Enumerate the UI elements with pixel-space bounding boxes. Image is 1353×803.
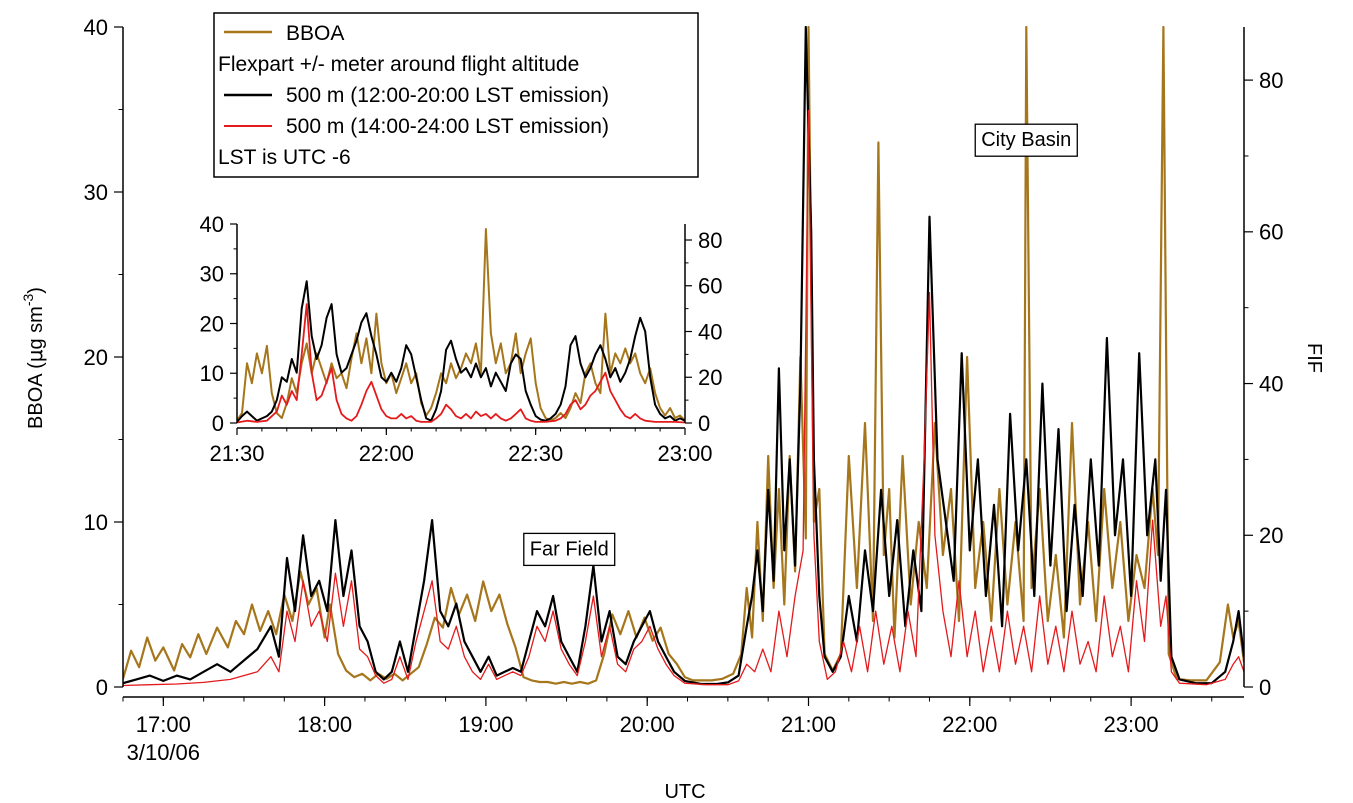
main-x-tick-label: 23:00 (1104, 712, 1159, 737)
legend-label-bboa: BBOA (286, 22, 344, 45)
inset-axes-layer: 0 10 20 30 40 0 20 40 60 80 21:30 22:00 22:30 23:00 (200, 212, 723, 466)
inset-y-tick-label: 20 (200, 311, 224, 336)
legend-label-black: 500 m (12:00-20:00 LST emission) (286, 84, 609, 107)
inset-y2-tick-label: 0 (698, 411, 710, 436)
inset-y2-tick-label: 60 (698, 274, 722, 299)
main-series-line-bboa (123, 26, 1244, 685)
inset-x-tick-label: 23:00 (657, 441, 712, 466)
main-y-tick-label: 0 (96, 675, 108, 700)
legend: BBOA Flexpart +/- meter around flight al… (213, 12, 699, 178)
main-x-tick-label: 21:00 (781, 712, 836, 737)
main-series-layer (123, 26, 1244, 687)
main-y-tick-label: 20 (84, 345, 108, 370)
inset-y-tick-label: 0 (212, 411, 224, 436)
inset-series-line-black (237, 280, 685, 423)
y2-axis-title: FIF (1303, 343, 1325, 373)
main-x-tick-label: 19:00 (458, 712, 513, 737)
main-chart: 0 10 20 30 40 0 20 40 60 80 17:00 3/10/06 18:00 19:00… (20, 15, 1325, 803)
main-x-date-label: 3/10/06 (127, 740, 200, 765)
main-y-tick-label: 40 (84, 15, 108, 40)
main-x-tick-label: 17:00 (136, 712, 191, 737)
main-series-line-red (123, 109, 1244, 687)
main-y2-tick-label: 40 (1259, 371, 1283, 396)
annotation-box (974, 123, 1078, 157)
main-x-tick-label: 20:00 (620, 712, 675, 737)
main-axes-layer: 0 10 20 30 40 0 20 40 60 80 17:00 3/10/06 18:00 19:00… (20, 15, 1325, 803)
annotation-label: Far Field (530, 538, 609, 560)
main-series-line-black (123, 26, 1244, 686)
y-axis-title: BBOA (μg sm-3) (20, 287, 47, 429)
main-y2-tick-label: 60 (1259, 220, 1283, 245)
main-y-tick-label: 30 (84, 180, 108, 205)
main-x-tick-label: 22:00 (942, 712, 997, 737)
inset-y-tick-label: 30 (200, 262, 224, 287)
annotations-layer: Far Field City Basin (523, 123, 1078, 567)
inset-y2-tick-label: 20 (698, 365, 722, 390)
inset-x-tick-label: 22:00 (359, 441, 414, 466)
inset-chart: 0 10 20 30 40 0 20 40 60 80 21:30 22:00 22:30 23:00 (200, 212, 723, 466)
main-y2-tick-label: 20 (1259, 523, 1283, 548)
inset-y-tick-label: 40 (200, 212, 224, 237)
inset-series-layer (237, 228, 685, 424)
annotation-box (523, 532, 616, 567)
main-y2-tick-label: 0 (1259, 675, 1271, 700)
inset-y2-tick-label: 80 (698, 228, 722, 253)
inset-x-tick-label: 21:30 (209, 441, 264, 466)
annotation-label: City Basin (981, 129, 1071, 151)
inset-y2-tick-label: 40 (698, 319, 722, 344)
annotation-city-basin: City Basin (974, 123, 1078, 157)
inset-x-tick-label: 22:30 (508, 441, 563, 466)
legend-heading: Flexpart +/- meter around flight altitud… (218, 53, 579, 76)
inset-y-tick-label: 10 (200, 361, 224, 386)
legend-box (213, 12, 699, 178)
main-y-tick-label: 10 (84, 510, 108, 535)
inset-series-line-red (237, 303, 685, 424)
legend-label-red: 500 m (14:00-24:00 LST emission) (286, 115, 609, 138)
main-x-tick-label: 18:00 (297, 712, 352, 737)
legend-note: LST is UTC -6 (218, 146, 351, 169)
x-axis-title: UTC (664, 781, 705, 803)
annotation-far-field: Far Field (523, 532, 616, 567)
main-y2-tick-label: 80 (1259, 68, 1283, 93)
